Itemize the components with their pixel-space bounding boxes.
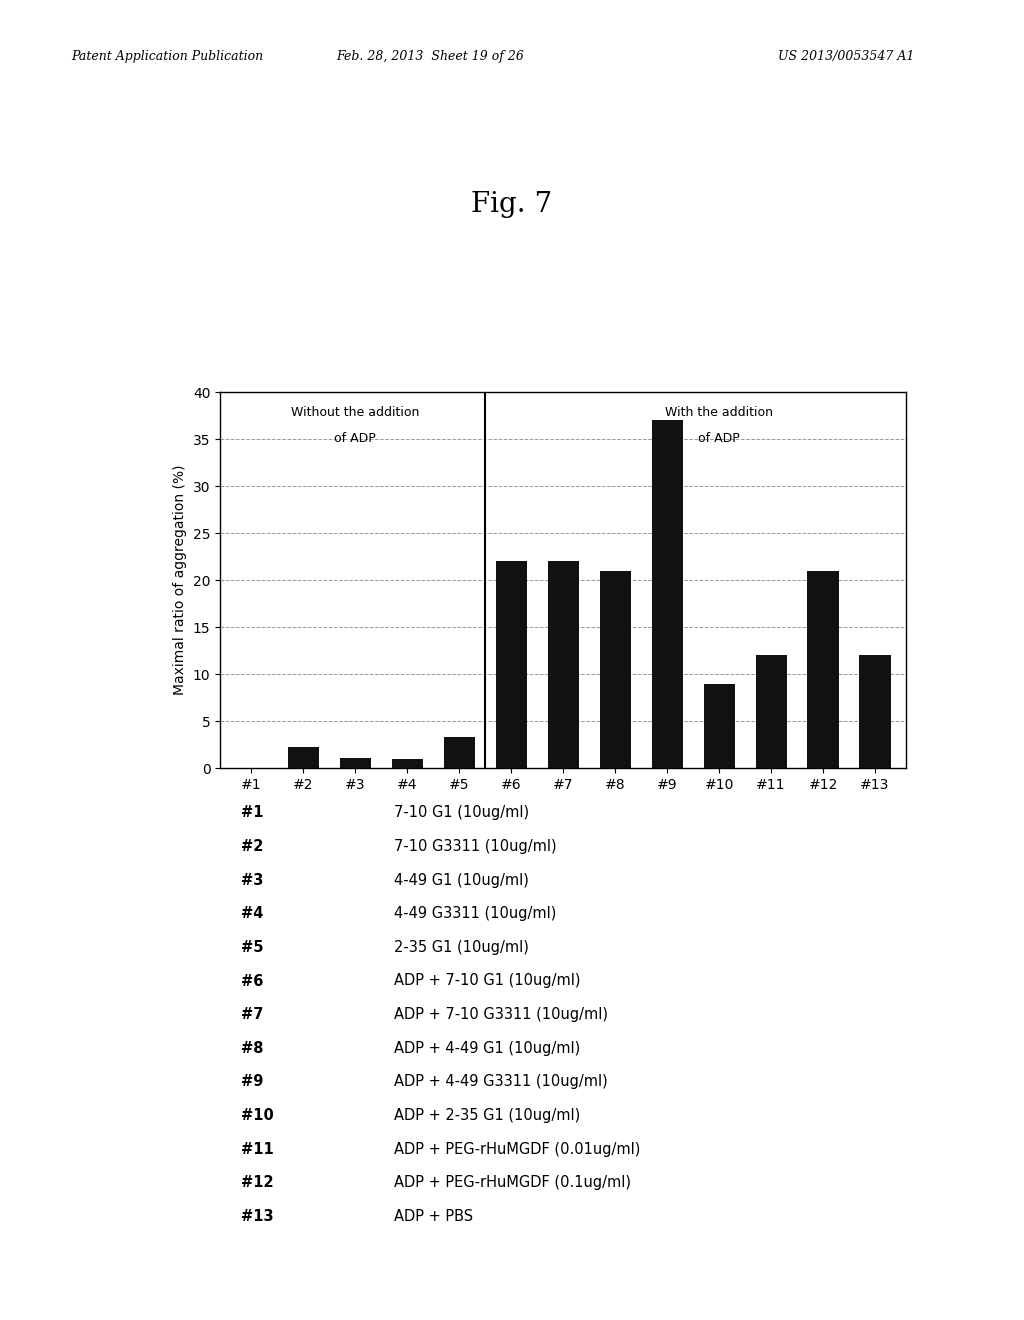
- Text: ADP + 4-49 G3311 (10ug/ml): ADP + 4-49 G3311 (10ug/ml): [394, 1074, 608, 1089]
- Text: Without the addition: Without the addition: [291, 407, 420, 420]
- Text: ADP + 2-35 G1 (10ug/ml): ADP + 2-35 G1 (10ug/ml): [394, 1107, 581, 1123]
- Text: US 2013/0053547 A1: US 2013/0053547 A1: [778, 50, 914, 63]
- Bar: [859, 656, 891, 768]
- Text: of ADP: of ADP: [335, 432, 376, 445]
- Text: 7-10 G1 (10ug/ml): 7-10 G1 (10ug/ml): [394, 805, 529, 820]
- Bar: [496, 561, 526, 768]
- Text: #7: #7: [241, 1007, 263, 1022]
- Bar: [548, 561, 579, 768]
- Text: ADP + PEG-rHuMGDF (0.01ug/ml): ADP + PEG-rHuMGDF (0.01ug/ml): [394, 1142, 641, 1156]
- Text: With the addition: With the addition: [666, 407, 773, 420]
- Text: #3: #3: [241, 873, 263, 887]
- Bar: [651, 420, 683, 768]
- Text: #8: #8: [241, 1040, 263, 1056]
- Text: #11: #11: [241, 1142, 273, 1156]
- Text: ADP + 7-10 G1 (10ug/ml): ADP + 7-10 G1 (10ug/ml): [394, 974, 581, 989]
- Text: #12: #12: [241, 1175, 273, 1191]
- Text: ADP + 4-49 G1 (10ug/ml): ADP + 4-49 G1 (10ug/ml): [394, 1040, 581, 1056]
- Y-axis label: Maximal ratio of aggregation (%): Maximal ratio of aggregation (%): [173, 465, 187, 696]
- Bar: [808, 570, 839, 768]
- Text: #5: #5: [241, 940, 263, 954]
- Text: ADP + 7-10 G3311 (10ug/ml): ADP + 7-10 G3311 (10ug/ml): [394, 1007, 608, 1022]
- Text: 4-49 G3311 (10ug/ml): 4-49 G3311 (10ug/ml): [394, 906, 557, 921]
- Text: #6: #6: [241, 974, 263, 989]
- Text: ADP + PBS: ADP + PBS: [394, 1209, 473, 1224]
- Bar: [703, 684, 735, 768]
- Text: #10: #10: [241, 1107, 273, 1123]
- Bar: [288, 747, 318, 768]
- Text: #13: #13: [241, 1209, 273, 1224]
- Text: #9: #9: [241, 1074, 263, 1089]
- Bar: [756, 656, 786, 768]
- Text: 7-10 G3311 (10ug/ml): 7-10 G3311 (10ug/ml): [394, 840, 557, 854]
- Bar: [392, 759, 423, 768]
- Text: 4-49 G1 (10ug/ml): 4-49 G1 (10ug/ml): [394, 873, 529, 887]
- Bar: [600, 570, 631, 768]
- Text: #1: #1: [241, 805, 263, 820]
- Bar: [443, 737, 475, 768]
- Text: Feb. 28, 2013  Sheet 19 of 26: Feb. 28, 2013 Sheet 19 of 26: [336, 50, 524, 63]
- Text: Patent Application Publication: Patent Application Publication: [72, 50, 264, 63]
- Text: of ADP: of ADP: [698, 432, 740, 445]
- Bar: [340, 758, 371, 768]
- Text: #4: #4: [241, 906, 263, 921]
- Text: 2-35 G1 (10ug/ml): 2-35 G1 (10ug/ml): [394, 940, 529, 954]
- Text: #2: #2: [241, 840, 263, 854]
- Text: ADP + PEG-rHuMGDF (0.1ug/ml): ADP + PEG-rHuMGDF (0.1ug/ml): [394, 1175, 631, 1191]
- Text: Fig. 7: Fig. 7: [471, 191, 553, 218]
